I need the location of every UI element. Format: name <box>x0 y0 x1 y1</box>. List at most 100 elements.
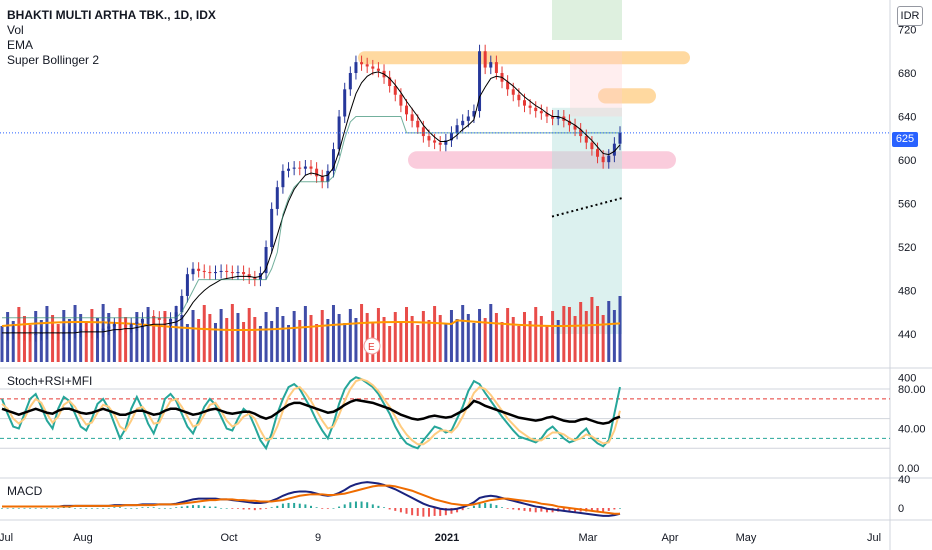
macd-histogram-bar <box>107 508 110 509</box>
macd-histogram-bar <box>248 508 251 510</box>
volume-bar <box>253 317 257 362</box>
volume-bar <box>511 317 515 362</box>
candle-body <box>449 132 453 141</box>
candle-body <box>573 125 577 130</box>
candle-body <box>612 143 616 156</box>
candle-body <box>567 120 571 126</box>
macd-histogram-bar <box>180 506 183 508</box>
candle-body <box>416 120 420 128</box>
volume-bar <box>337 314 341 362</box>
volume-bar <box>405 307 409 362</box>
macd-histogram-bar <box>270 507 273 508</box>
zone-mid-resistance <box>598 88 656 104</box>
macd-histogram-bar <box>506 508 509 509</box>
macd-histogram-bar <box>411 508 414 516</box>
candle-body <box>455 125 459 133</box>
macd-histogram-bar <box>574 508 577 512</box>
macd-histogram-bar <box>321 508 324 509</box>
macd-histogram-bar <box>484 502 487 508</box>
macd-histogram-bar <box>349 502 352 508</box>
volume-bar <box>416 325 420 362</box>
volume-bar <box>197 319 201 362</box>
candle-body <box>185 274 189 296</box>
volume-bar <box>174 306 178 362</box>
macd-histogram-bar <box>405 508 408 514</box>
candle-body <box>601 156 605 163</box>
volume-bar <box>320 310 324 362</box>
macd-histogram-bar <box>203 505 206 508</box>
candle-body <box>124 325 128 327</box>
stoch-tick-label: 40.00 <box>898 424 926 436</box>
volume-bar <box>354 318 358 362</box>
macd-histogram-bar <box>433 508 436 516</box>
candle-body <box>62 332 66 334</box>
macd-histogram-bar <box>192 505 195 508</box>
time-tick-label: 2021 <box>435 532 459 544</box>
macd-histogram-bar <box>281 503 284 508</box>
volume-bar <box>202 305 206 362</box>
macd-histogram-bar <box>163 508 166 509</box>
macd-histogram-bar <box>456 508 459 513</box>
macd-histogram-bar <box>113 507 116 508</box>
volume-bar <box>444 324 448 362</box>
candle-body <box>309 166 313 169</box>
macd-histogram-bar <box>523 508 526 511</box>
volume-bar <box>449 310 453 362</box>
volume-bar <box>309 315 313 362</box>
macd-histogram-bar <box>298 503 301 508</box>
legend-ema: EMA <box>7 38 34 52</box>
time-tick-label: May <box>736 532 757 544</box>
volume-bar <box>169 320 173 362</box>
candle-body <box>180 295 184 313</box>
macd-histogram-bar <box>68 507 71 508</box>
candle-body <box>360 62 364 65</box>
candle-body <box>292 167 296 169</box>
macd-histogram-bar <box>220 508 223 509</box>
volume-bar <box>528 321 532 362</box>
candle-body <box>590 142 594 150</box>
volume-bar <box>242 322 246 362</box>
stoch-series-stoch-k <box>1 376 621 451</box>
candle-body <box>506 81 510 90</box>
time-tick-label: Mar <box>579 532 598 544</box>
candle-body <box>56 332 60 334</box>
macd-histogram-bar <box>534 508 537 513</box>
macd-histogram-bar <box>57 508 60 509</box>
candle-body <box>270 208 274 247</box>
volume-bar <box>421 311 425 362</box>
candle-body <box>22 332 26 334</box>
volume-bar <box>539 316 543 362</box>
macd-histogram-bar <box>619 508 621 509</box>
time-tick-label: Apr <box>661 532 678 544</box>
macd-histogram-bar <box>130 508 133 509</box>
candle-body <box>517 94 521 101</box>
macd-histogram-bar <box>394 508 397 511</box>
currency-badge[interactable]: IDR <box>897 6 923 26</box>
macd-histogram-bar <box>489 503 492 508</box>
volume-bar <box>494 313 498 362</box>
macd-histogram-bar <box>175 507 178 508</box>
macd-histogram-bar <box>427 508 430 517</box>
macd-histogram-bar <box>461 508 464 511</box>
candle-body <box>444 140 448 145</box>
macd-histogram-bar <box>338 506 341 508</box>
projection-target-box <box>552 0 622 40</box>
macd-histogram-bar <box>34 508 37 509</box>
macd-histogram-bar <box>1 508 3 509</box>
volume-bar <box>191 310 195 362</box>
candle-body <box>67 331 71 333</box>
candle-body <box>34 334 38 336</box>
candle-body <box>438 142 442 145</box>
volume-bar <box>315 324 319 362</box>
price-tick-label: 480 <box>898 286 916 298</box>
stoch-tick-label: 0.00 <box>898 463 919 475</box>
price-tick-label: 600 <box>898 155 916 167</box>
volume-bar <box>84 323 88 362</box>
macd-histogram-bar <box>545 508 548 513</box>
macd-histogram-bar <box>450 508 453 514</box>
macd-series-signal <box>2 484 620 515</box>
macd-histogram-bar <box>360 501 363 508</box>
candle-body <box>348 73 352 90</box>
macd-histogram-bar <box>529 508 532 512</box>
